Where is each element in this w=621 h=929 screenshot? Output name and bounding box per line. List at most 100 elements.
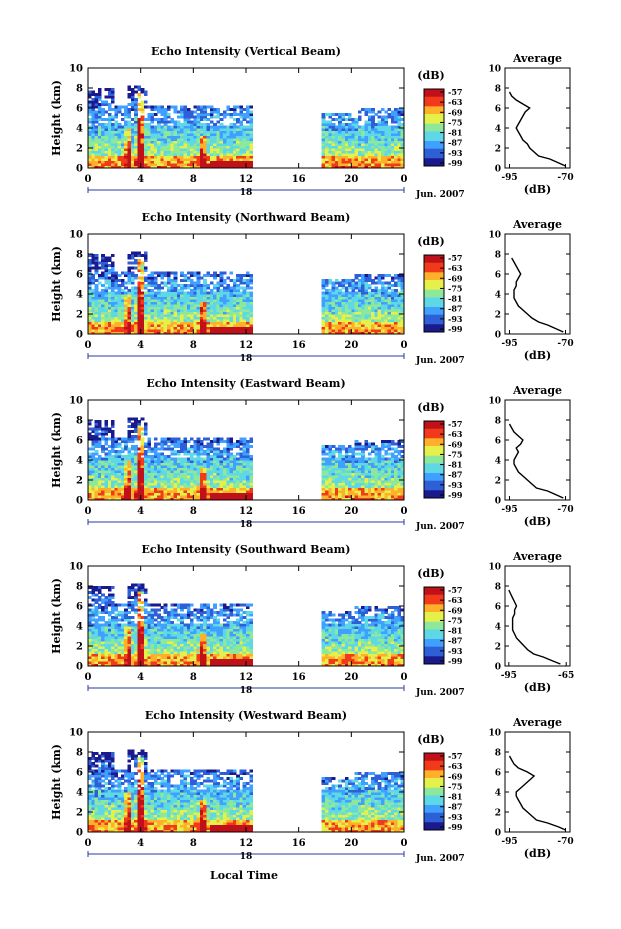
heatmap-cell bbox=[147, 485, 151, 488]
heatmap-cell bbox=[213, 145, 217, 149]
heatmap-cell bbox=[160, 286, 165, 290]
heatmap-cell bbox=[209, 110, 214, 114]
heatmap-cell bbox=[186, 306, 191, 310]
heatmap-cell bbox=[111, 467, 115, 471]
heatmap-cell bbox=[338, 296, 342, 300]
heatmap-cell bbox=[107, 153, 112, 156]
heatmap-cell bbox=[364, 311, 369, 315]
heatmap-cell bbox=[91, 118, 95, 121]
heatmap-cell bbox=[157, 286, 161, 290]
heatmap-cell bbox=[150, 105, 155, 109]
heatmap-cell bbox=[160, 326, 165, 330]
heatmap-cell bbox=[104, 442, 109, 446]
heatmap-cell bbox=[344, 324, 349, 327]
heatmap-cell bbox=[134, 165, 138, 169]
heatmap-cell bbox=[120, 128, 125, 131]
heatmap-cell bbox=[321, 299, 326, 302]
heatmap-cell bbox=[91, 100, 95, 104]
heatmap-cell bbox=[209, 150, 214, 154]
heatmap-cell bbox=[394, 311, 398, 315]
heatmap-cell bbox=[341, 155, 346, 159]
heatmap-cell bbox=[173, 314, 178, 317]
heatmap-cell bbox=[91, 291, 95, 295]
heatmap-cell bbox=[394, 316, 398, 320]
heatmap-cell bbox=[236, 497, 240, 501]
heatmap-cell bbox=[328, 294, 332, 297]
heatmap-cell bbox=[186, 301, 191, 305]
heatmap-cell bbox=[196, 294, 201, 297]
heatmap-cell bbox=[147, 133, 151, 136]
heatmap-cell bbox=[94, 497, 99, 501]
heatmap-cell bbox=[196, 480, 201, 483]
heatmap-cell bbox=[348, 163, 352, 166]
heatmap-cell bbox=[170, 271, 174, 275]
heatmap-cell bbox=[130, 316, 135, 320]
heatmap-cell bbox=[190, 457, 194, 461]
heatmap-cell bbox=[163, 163, 168, 166]
heatmap-cell bbox=[130, 123, 135, 126]
heatmap-cell bbox=[338, 143, 342, 146]
heatmap-cell bbox=[97, 118, 102, 121]
heatmap-cell bbox=[216, 145, 221, 149]
heatmap-cell bbox=[127, 316, 132, 320]
heatmap-cell bbox=[246, 108, 250, 111]
heatmap-cell bbox=[331, 135, 336, 139]
heatmap-cell bbox=[127, 437, 132, 441]
heatmap-cell bbox=[150, 455, 155, 458]
heatmap-cell bbox=[124, 331, 128, 335]
heatmap-cell bbox=[249, 274, 253, 277]
heatmap-cell bbox=[213, 485, 217, 488]
heatmap-cell bbox=[134, 108, 138, 111]
heatmap-cell bbox=[206, 143, 211, 146]
heatmap-cell bbox=[351, 299, 356, 302]
heatmap-cell bbox=[380, 120, 385, 124]
heatmap-cell bbox=[384, 143, 388, 146]
heatmap-cell bbox=[107, 457, 112, 461]
heatmap-cell bbox=[180, 480, 184, 483]
heatmap-cell bbox=[216, 437, 221, 441]
heatmap-cell bbox=[193, 314, 198, 317]
heatmap-cell bbox=[160, 457, 165, 461]
heatmap-cell bbox=[160, 331, 165, 335]
heatmap-cell bbox=[222, 153, 227, 156]
heatmap-cell bbox=[321, 165, 326, 169]
heatmap-cell bbox=[206, 447, 211, 451]
heatmap-cell bbox=[246, 165, 250, 169]
heatmap-cell bbox=[239, 165, 244, 169]
heatmap-cell bbox=[242, 311, 247, 315]
heatmap-cell bbox=[199, 467, 204, 471]
average-y-tick-label: 2 bbox=[495, 311, 501, 321]
heatmap-cell bbox=[190, 120, 194, 124]
heatmap-cell bbox=[150, 113, 155, 116]
colorbar-swatch bbox=[424, 262, 444, 266]
heatmap-cell bbox=[137, 487, 142, 491]
heatmap-cell bbox=[137, 125, 142, 129]
heatmap-cell bbox=[209, 135, 214, 139]
heatmap-cell bbox=[213, 321, 217, 325]
colorbar-swatch bbox=[424, 293, 444, 296]
heatmap-cell bbox=[216, 140, 221, 144]
heatmap-cell bbox=[101, 135, 105, 139]
heatmap-cell bbox=[242, 138, 247, 141]
heatmap-cell bbox=[127, 482, 132, 486]
heatmap-cell bbox=[348, 319, 352, 322]
heatmap-cell bbox=[331, 140, 336, 144]
heatmap-cell bbox=[104, 125, 109, 129]
heatmap-cell bbox=[348, 130, 352, 134]
heatmap-cell bbox=[394, 329, 398, 332]
heatmap-cell bbox=[127, 331, 132, 335]
heatmap-cell bbox=[229, 457, 234, 461]
heatmap-cell bbox=[229, 301, 234, 305]
heatmap-cell bbox=[167, 485, 171, 488]
heatmap-cell bbox=[338, 135, 342, 139]
heatmap-cell bbox=[239, 487, 244, 491]
heatmap-cell bbox=[209, 294, 214, 297]
heatmap-cell bbox=[160, 158, 165, 161]
heatmap-cell bbox=[173, 331, 178, 335]
heatmap-cell bbox=[160, 291, 165, 295]
heatmap-cell bbox=[193, 440, 198, 443]
heatmap-cell bbox=[130, 485, 135, 488]
heatmap-cell bbox=[134, 470, 138, 473]
heatmap-cell bbox=[325, 143, 329, 146]
heatmap-cell bbox=[111, 462, 115, 466]
